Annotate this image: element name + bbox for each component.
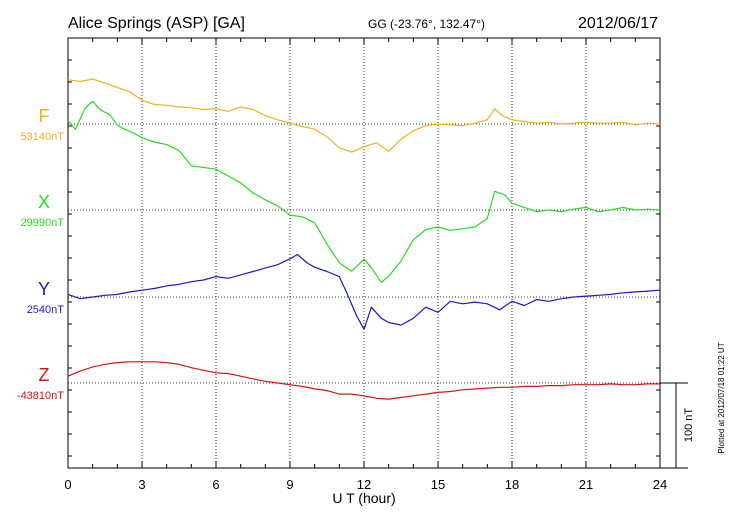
station-coordinates: GG (-23.76°, 132.47°): [368, 17, 485, 31]
series-line-x: [67, 100, 661, 283]
series-line-z: [67, 361, 660, 400]
series-name-y: Y: [38, 279, 50, 299]
series-baseline-z: -43810nT: [17, 390, 64, 402]
scale-bar-label: 100 nT: [683, 408, 695, 443]
x-tick-label: 0: [64, 477, 71, 492]
series-line-y: [67, 253, 661, 330]
date-label: 2012/06/17: [578, 15, 658, 32]
series-name-f: F: [39, 106, 50, 126]
x-tick-label: 3: [138, 477, 145, 492]
series-baseline-y: 2540nT: [27, 304, 65, 316]
x-tick-label: 24: [653, 477, 667, 492]
series-baseline-x: 29990nT: [21, 217, 65, 229]
series-baseline-f: 53140nT: [21, 131, 65, 143]
axis-ticks: [67, 38, 661, 468]
plotted-at-note: Plotted at 2012/07/18 01:22 UT: [717, 342, 726, 453]
plot-frame: [67, 37, 661, 469]
series-lines: [67, 78, 661, 400]
series-name-x: X: [38, 192, 50, 212]
x-tick-label: 12: [357, 477, 371, 492]
x-tick-label: 9: [286, 477, 293, 492]
x-tick-label: 6: [212, 477, 219, 492]
x-tick-labels: 0 3 6 9 12 15 18 21 24: [64, 477, 667, 492]
x-tick-label: 15: [431, 477, 445, 492]
series-name-z: Z: [39, 365, 50, 385]
x-tick-label: 21: [579, 477, 593, 492]
x-tick-label: 18: [505, 477, 519, 492]
station-title: Alice Springs (ASP) [GA]: [68, 15, 245, 32]
series-line-f: [67, 78, 661, 153]
grid-lines: [68, 38, 660, 468]
series-labels: F 53140nT X 29990nT Y 2540nT Z -43810nT: [17, 106, 64, 402]
scale-bar: 100 nT: [660, 382, 695, 469]
x-axis-label: U T (hour): [332, 490, 395, 506]
